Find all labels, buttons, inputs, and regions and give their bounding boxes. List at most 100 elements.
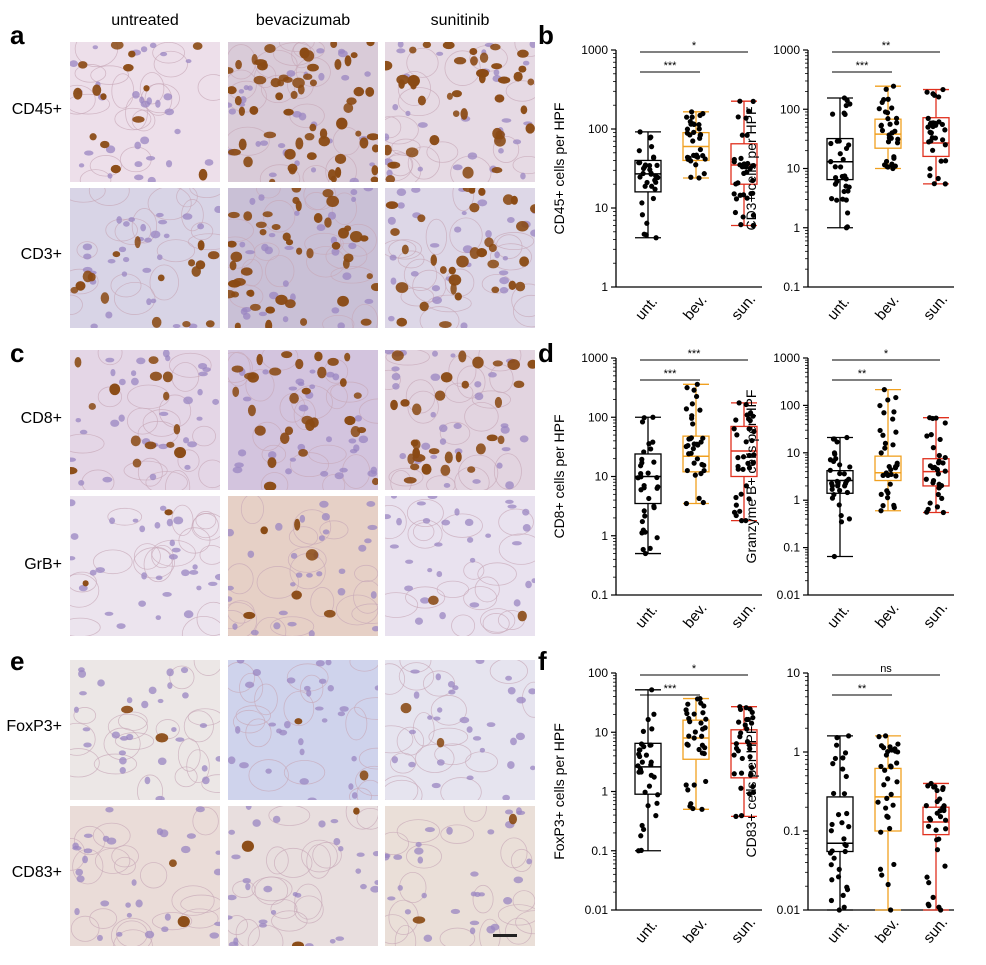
chart-4-data-point — [645, 803, 651, 809]
chart-2-data-point — [751, 428, 757, 435]
chart-3-data-point — [933, 415, 939, 421]
chart-4-data-point — [690, 805, 696, 812]
chart-0-data-point — [735, 180, 741, 186]
chart-2-data-point — [642, 550, 649, 557]
chart-3-data-point — [833, 456, 839, 462]
chart-1-data-point — [938, 158, 944, 164]
chart-2-category-label-2: sun. — [728, 599, 759, 632]
chart-2-data-point — [641, 508, 647, 514]
micrograph-grb-sunitinib — [385, 496, 535, 636]
chart-5-data-point — [844, 810, 850, 817]
chart-3-data-point — [937, 436, 943, 443]
chart-0-data-point — [740, 192, 747, 198]
chart-2-significance-label-0: *** — [664, 368, 678, 380]
chart-4-data-point — [738, 813, 745, 819]
chart-2-data-point — [648, 446, 654, 452]
chart-2-data-point — [750, 459, 756, 466]
chart-4-data-point — [638, 833, 644, 839]
chart-5-box-2 — [922, 806, 950, 836]
chart-0-data-point — [641, 231, 647, 237]
chart-3-data-point — [893, 473, 899, 479]
chart-5-data-point — [835, 811, 842, 818]
chart-5-data-point — [835, 874, 842, 880]
chart-3-data-point — [885, 397, 891, 403]
chart-3-data-point — [884, 495, 891, 501]
chart-1-data-point — [832, 175, 839, 181]
chart-4-data-point — [737, 706, 744, 713]
chart-1-category-label-1: bev. — [872, 292, 903, 324]
chart-4-data-point — [744, 726, 750, 732]
chart-5-data-point — [829, 877, 835, 883]
chart-0-data-point — [701, 171, 707, 177]
chart-0-data-point — [740, 214, 746, 220]
chart-0-data-point — [684, 154, 691, 160]
micrograph-cd3-bevacizumab — [228, 188, 378, 328]
chart-4-data-point — [691, 711, 697, 717]
chart-0-data-point — [702, 156, 708, 162]
chart-5-data-point — [884, 795, 890, 801]
chart-4-data-point — [694, 696, 701, 702]
chart-2-significance-label-1: *** — [688, 348, 702, 360]
chart-3-data-point — [934, 467, 941, 473]
chart-4-data-point — [691, 782, 697, 788]
chart-4-category-label-2: sun. — [728, 914, 759, 947]
scale-bar — [493, 934, 517, 937]
chart-1-data-point — [883, 86, 889, 92]
chart-5-data-point — [942, 863, 948, 869]
chart-4-data-point — [698, 720, 704, 726]
chart-2-data-point — [735, 455, 741, 461]
chart-3-y-tick-label: 10 — [787, 446, 801, 460]
chart-2-data-point — [694, 456, 700, 462]
chart-3-data-point — [888, 466, 894, 473]
chart-0-data-point — [697, 146, 704, 153]
chart-0-data-point — [750, 212, 757, 218]
chart-3-y-tick-label: 1000 — [773, 351, 800, 365]
chart-0-y-axis-label: CD45+ cells per HPF — [551, 103, 567, 235]
chart-1-data-point — [931, 92, 938, 98]
chart-2-data-point — [700, 435, 706, 441]
chart-1-data-point — [834, 197, 840, 203]
chart-0-data-point — [684, 114, 690, 120]
chart-1-y-axis-label: CD3+ cells per HPF — [743, 106, 759, 230]
chart-4-significance-label-0: *** — [664, 683, 678, 695]
chart-5-data-point — [842, 750, 849, 756]
chart-4-category-label-1: bev. — [680, 915, 711, 947]
chart-0-data-point — [696, 175, 702, 181]
chart-3-data-point — [827, 467, 833, 473]
chart-0-data-point — [684, 126, 691, 132]
chart-0-data-point — [688, 174, 694, 180]
chart-4-data-point — [733, 745, 740, 751]
row-label-cd45: CD45+ — [11, 101, 62, 118]
chart-0-data-point — [639, 212, 646, 218]
chart-2-data-point — [736, 400, 742, 406]
chart-0-data-point — [642, 183, 648, 189]
chart-3-data-point — [928, 432, 934, 438]
chart-3-data-point — [880, 503, 886, 509]
chart-5-data-point — [937, 808, 943, 814]
chart-3-data-point — [893, 464, 899, 470]
chart-1-data-point — [942, 142, 948, 148]
chart-3-data-point — [835, 483, 841, 489]
chart-5-y-tick-label: 0.1 — [783, 824, 800, 838]
chart-4-data-point — [641, 744, 647, 750]
chart-5-category-label-1: bev. — [872, 915, 903, 947]
chart-4-data-point — [648, 762, 654, 768]
chart-2-y-tick-label: 10 — [595, 470, 609, 484]
chart-5-data-point — [940, 785, 946, 791]
chart-0-data-point — [739, 132, 745, 138]
chart-0-data-point — [689, 114, 695, 120]
chart-2-data-point — [690, 446, 696, 452]
chart-5-data-point — [875, 799, 881, 805]
chart-5-data-point — [882, 733, 889, 739]
chart-1-y-tick-label: 100 — [780, 102, 800, 116]
chart-4-data-point — [733, 813, 739, 819]
micrograph-cd45-sunitinib — [385, 42, 535, 182]
chart-3-data-point — [831, 450, 838, 456]
chart-5-data-point — [842, 841, 848, 848]
chart-2-data-point — [691, 387, 697, 393]
chart-5-data-point — [925, 783, 931, 789]
chart-5-significance-label-0: ** — [858, 683, 867, 695]
chart-3-data-point — [939, 495, 945, 502]
chart-3-data-point — [881, 410, 887, 416]
chart-3-data-point — [930, 445, 936, 451]
